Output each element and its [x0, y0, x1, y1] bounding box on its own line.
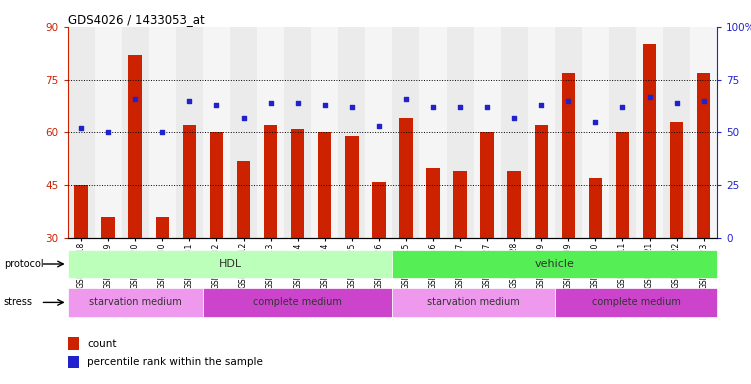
Bar: [284, 27, 311, 238]
Bar: [345, 136, 358, 238]
Text: starvation medium: starvation medium: [89, 297, 182, 308]
Bar: [392, 250, 717, 278]
Text: GDS4026 / 1433053_at: GDS4026 / 1433053_at: [68, 13, 204, 26]
Point: [454, 104, 466, 110]
Point: [291, 100, 303, 106]
Point: [237, 115, 249, 121]
Bar: [392, 27, 420, 238]
Bar: [535, 126, 548, 238]
Bar: [474, 27, 501, 238]
Point: [671, 100, 683, 106]
Bar: [555, 27, 582, 238]
Bar: [427, 168, 440, 238]
Bar: [508, 171, 521, 238]
Bar: [670, 122, 683, 238]
Bar: [95, 27, 122, 238]
Text: protocol: protocol: [4, 259, 44, 269]
Bar: [68, 356, 79, 368]
Bar: [609, 27, 636, 238]
Bar: [481, 132, 494, 238]
Text: starvation medium: starvation medium: [427, 297, 520, 308]
Bar: [318, 132, 331, 238]
Text: count: count: [87, 339, 116, 349]
Bar: [663, 27, 690, 238]
Point: [400, 96, 412, 102]
Bar: [257, 27, 284, 238]
Point: [183, 98, 195, 104]
Bar: [68, 337, 79, 350]
Point: [698, 98, 710, 104]
Point: [508, 115, 520, 121]
Text: percentile rank within the sample: percentile rank within the sample: [87, 357, 263, 367]
Point: [318, 102, 330, 108]
Bar: [589, 178, 602, 238]
Bar: [636, 27, 663, 238]
Point: [481, 104, 493, 110]
Bar: [122, 27, 149, 238]
Bar: [101, 217, 115, 238]
Bar: [68, 288, 203, 317]
Text: complete medium: complete medium: [592, 297, 680, 308]
Text: stress: stress: [4, 297, 33, 308]
Bar: [155, 217, 169, 238]
Point: [562, 98, 575, 104]
Bar: [392, 288, 555, 317]
Bar: [311, 27, 338, 238]
Bar: [338, 27, 365, 238]
Bar: [372, 182, 385, 238]
Bar: [149, 27, 176, 238]
Bar: [501, 27, 528, 238]
Bar: [68, 27, 95, 238]
Point: [617, 104, 629, 110]
Bar: [264, 126, 277, 238]
Bar: [447, 27, 474, 238]
Bar: [365, 27, 392, 238]
Bar: [643, 45, 656, 238]
Point: [75, 125, 87, 131]
Bar: [690, 27, 717, 238]
Bar: [420, 27, 447, 238]
Bar: [230, 27, 257, 238]
Bar: [128, 55, 142, 238]
Bar: [454, 171, 467, 238]
Bar: [555, 288, 717, 317]
Point: [535, 102, 547, 108]
Bar: [203, 27, 230, 238]
Bar: [74, 185, 88, 238]
Bar: [562, 73, 575, 238]
Point: [102, 129, 114, 136]
Bar: [210, 132, 223, 238]
Point: [210, 102, 222, 108]
Bar: [291, 129, 304, 238]
Bar: [68, 250, 392, 278]
Text: complete medium: complete medium: [253, 297, 342, 308]
Bar: [176, 27, 203, 238]
Bar: [697, 73, 710, 238]
Bar: [616, 132, 629, 238]
Point: [264, 100, 276, 106]
Point: [372, 123, 385, 129]
Point: [427, 104, 439, 110]
Bar: [203, 288, 392, 317]
Bar: [528, 27, 555, 238]
Bar: [400, 118, 413, 238]
Point: [644, 94, 656, 100]
Point: [156, 129, 168, 136]
Point: [345, 104, 357, 110]
Text: HDL: HDL: [219, 259, 242, 269]
Bar: [237, 161, 250, 238]
Bar: [182, 126, 196, 238]
Bar: [582, 27, 609, 238]
Point: [590, 119, 602, 125]
Text: vehicle: vehicle: [535, 259, 575, 269]
Point: [129, 96, 141, 102]
